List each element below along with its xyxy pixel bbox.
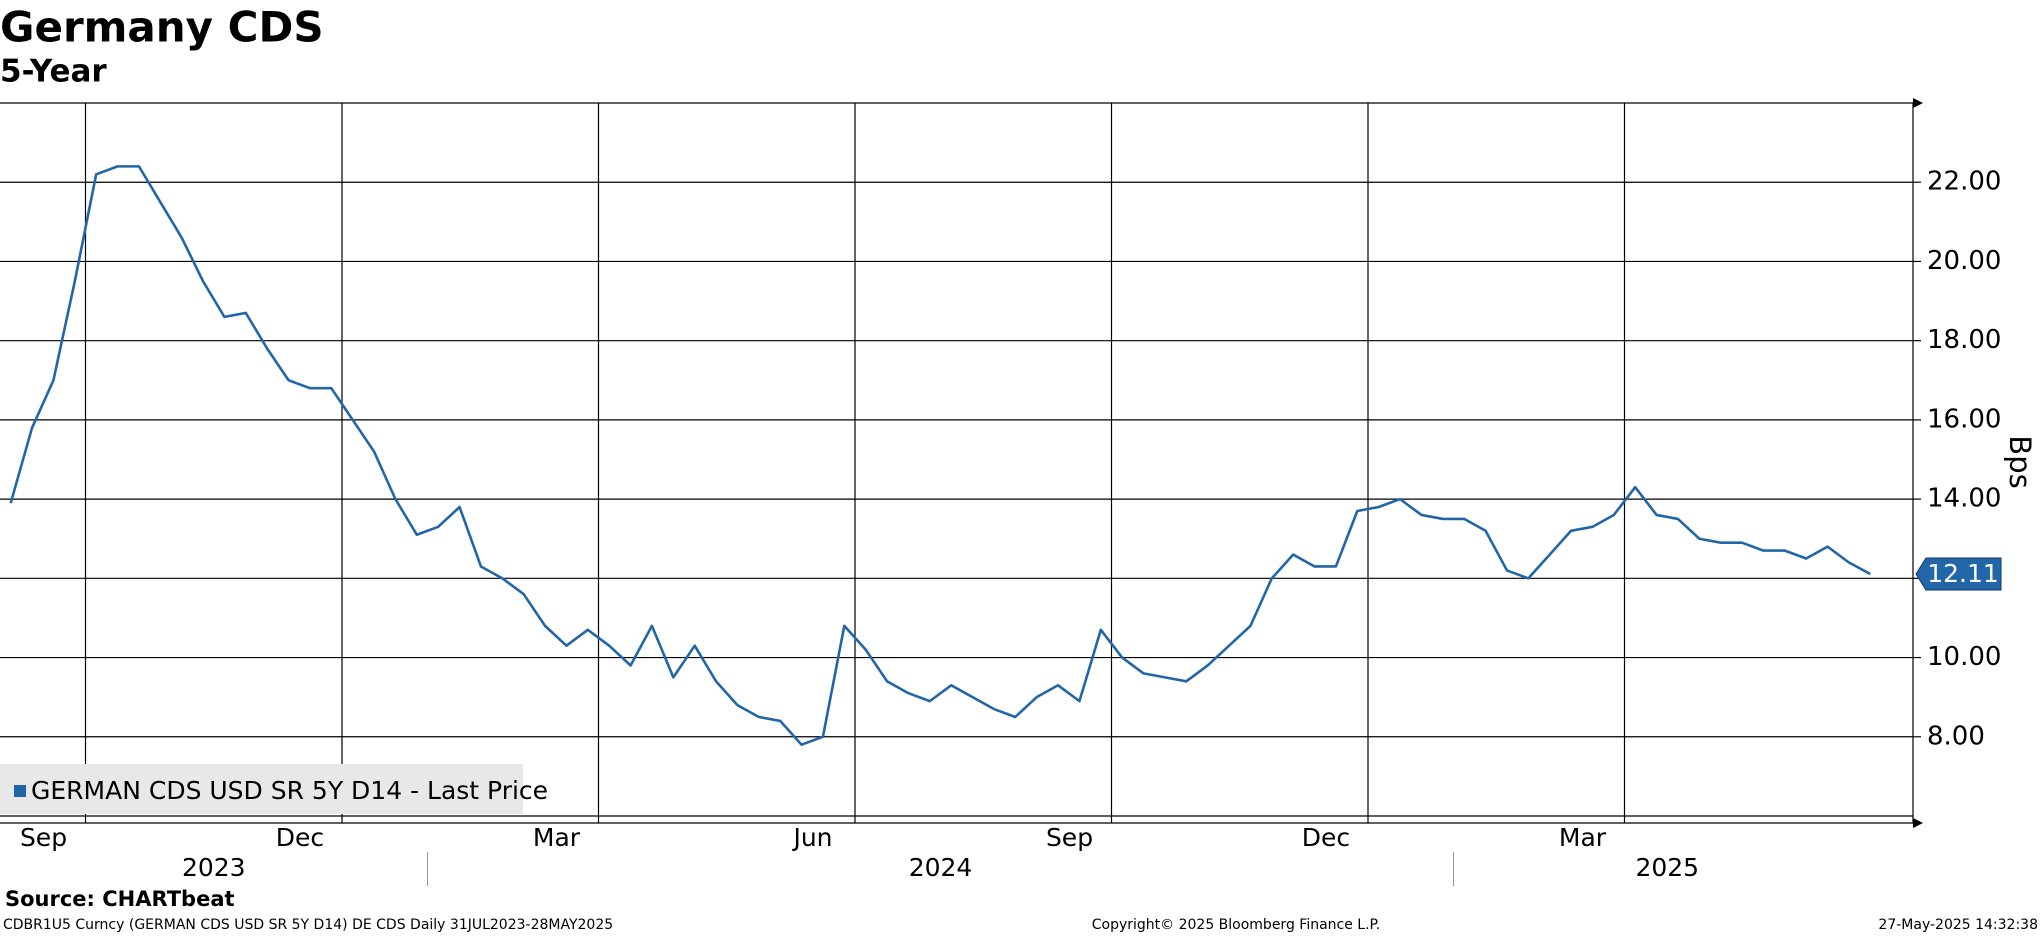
y-tick-label: 18.00 [1927,325,2001,355]
y-tick-label: 16.00 [1927,404,2001,434]
legend-label: GERMAN CDS USD SR 5Y D14 - Last Price [31,776,548,805]
year-label: 2023 [182,853,246,882]
x-tick-label: Jun [791,823,832,852]
x-tick-label: Sep [1046,823,1093,852]
y-tick-label: 22.00 [1927,167,2001,197]
series-line [9,165,1871,746]
y-tick-label: 14.00 [1927,484,2001,514]
y-tick-label: 10.00 [1927,642,2001,672]
chart-title: Germany CDS [0,3,324,52]
legend-box [0,764,523,814]
x-tick-label: Dec [1302,823,1350,852]
chart-subtitle: 5-Year [0,54,107,90]
last-value-label: 12.11 [1927,559,1999,588]
x-tick-label: Mar [533,823,581,852]
y-tick-label: 8.00 [1927,721,1985,751]
x-tick-label: Dec [276,823,324,852]
footer-center: Copyright© 2025 Bloomberg Finance L.P. [1092,917,1381,933]
y-tick-label: 20.00 [1927,246,2001,276]
source: Source: CHARTbeat [5,887,235,911]
footer-right: 27-May-2025 14:32:38 [1878,917,2038,933]
last-value-tag [1915,557,2002,591]
x-tick-label: Sep [20,823,67,852]
y-axis-label: Bps [2003,435,2037,488]
x-tick-label: Mar [1559,823,1607,852]
year-label: 2025 [1635,853,1699,882]
legend-swatch [14,785,26,797]
footer-left: CDBR1U5 Curncy (GERMAN CDS USD SR 5Y D14… [3,917,613,933]
axis-arrow [1913,98,1923,108]
year-label: 2024 [909,853,973,882]
axis-arrow [1913,818,1923,828]
